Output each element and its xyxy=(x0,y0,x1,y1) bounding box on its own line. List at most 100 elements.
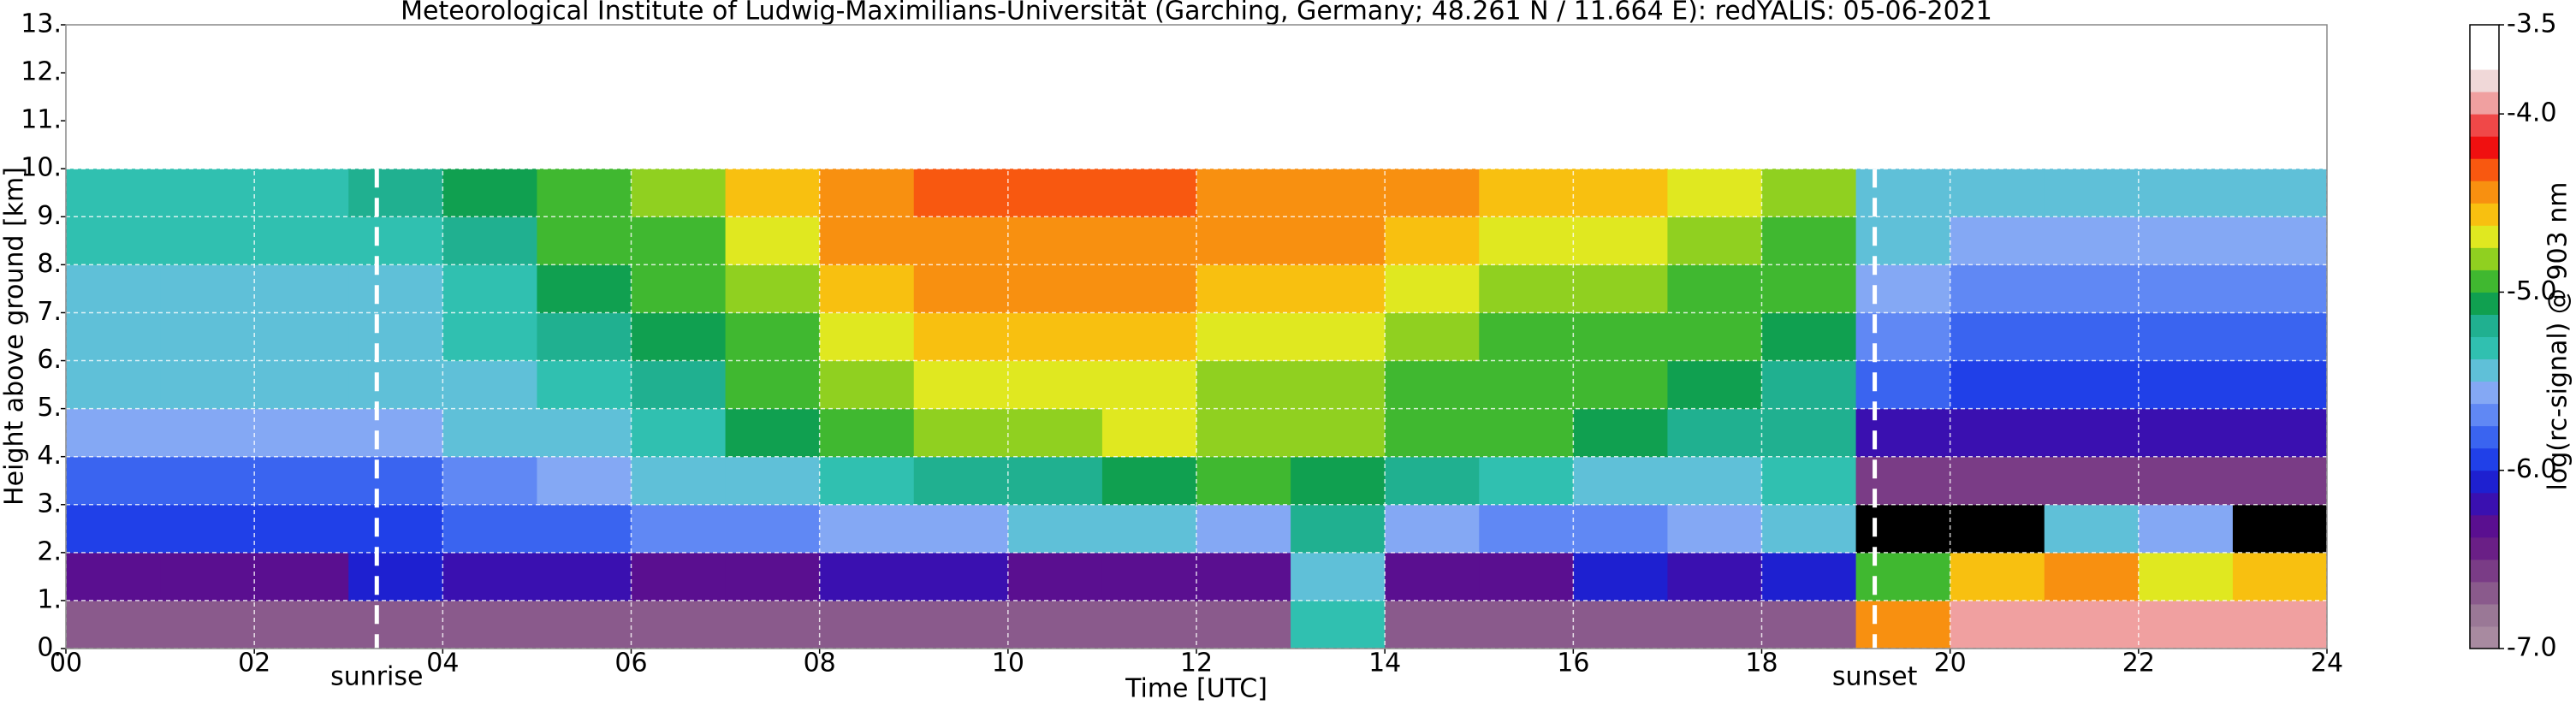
heatmap-cell xyxy=(1667,552,1762,601)
heatmap-cell xyxy=(725,408,821,458)
heatmap-cell xyxy=(1196,264,1291,313)
heatmap-cell xyxy=(1761,312,1857,362)
heatmap-cell xyxy=(1101,504,1197,554)
heatmap-cell xyxy=(1855,216,1951,265)
x-axis-label: Time [UTC] xyxy=(1125,674,1267,704)
heatmap-cell xyxy=(819,504,915,554)
heatmap-cell xyxy=(160,169,255,217)
heatmap-cell xyxy=(1855,408,1951,458)
colorbar-segment xyxy=(2470,47,2499,70)
heatmap-cell xyxy=(254,456,349,506)
heatmap-cell xyxy=(819,264,915,313)
heatmap-cell xyxy=(1007,504,1103,554)
heatmap-cell xyxy=(254,312,349,362)
heatmap-cell xyxy=(1479,552,1574,601)
heatmap-cell xyxy=(1101,264,1197,313)
heatmap-cell xyxy=(913,504,1009,554)
y-tick-label: 1. xyxy=(37,584,62,614)
heatmap-cell xyxy=(537,408,632,458)
heatmap-cell xyxy=(1291,552,1386,601)
heatmap-cell xyxy=(2044,169,2140,217)
colorbar-segment xyxy=(2470,559,2499,583)
heatmap-cell xyxy=(2232,456,2328,506)
y-tick-label: 9. xyxy=(37,201,62,231)
heatmap-cell xyxy=(537,456,632,506)
heatmap-cell xyxy=(160,552,255,601)
heatmap-cell xyxy=(1761,264,1857,313)
heatmap-cell xyxy=(442,360,537,410)
heatmap-cell xyxy=(160,312,255,362)
heatmap-cell xyxy=(913,456,1009,506)
heatmap-cell xyxy=(913,552,1009,601)
heatmap-cell xyxy=(1950,216,2045,265)
heatmap-cell xyxy=(66,408,161,458)
chart-title: Meteorological Institute of Ludwig-Maxim… xyxy=(401,0,1992,27)
heatmap-cell xyxy=(2044,360,2140,410)
heatmap-cell xyxy=(2044,600,2140,649)
heatmap-cell xyxy=(1573,169,1668,217)
heatmap-cell xyxy=(442,169,537,217)
heatmap-cell xyxy=(1667,456,1762,506)
heatmap-cell xyxy=(537,360,632,410)
heatmap-cell xyxy=(348,169,443,217)
heatmap-cell xyxy=(2232,264,2328,313)
y-tick-label: 7. xyxy=(37,297,62,327)
heatmap-cell xyxy=(2232,360,2328,410)
heatmap-cell xyxy=(819,169,915,217)
colorbar-tick-label: -6.0 xyxy=(2507,454,2557,484)
heatmap-cell xyxy=(66,264,161,313)
heatmap-cell xyxy=(2138,552,2234,601)
heatmap-cell xyxy=(537,504,632,554)
heatmap-cell xyxy=(725,216,821,265)
heatmap-cell xyxy=(66,456,161,506)
heatmap-cell xyxy=(160,456,255,506)
heatmap-cell xyxy=(160,600,255,649)
heatmap-cell xyxy=(537,216,632,265)
heatmap-cell xyxy=(1007,264,1103,313)
heatmap-cell xyxy=(1855,456,1951,506)
colorbar-segment xyxy=(2470,425,2499,449)
heatmap-cell xyxy=(1385,504,1480,554)
heatmap-cell xyxy=(66,312,161,362)
heatmap-cell xyxy=(1007,360,1103,410)
heatmap-cell xyxy=(631,600,727,649)
heatmap-cell xyxy=(348,552,443,601)
heatmap-cell xyxy=(819,216,915,265)
heatmap-cell xyxy=(1479,216,1574,265)
heatmap-cell xyxy=(348,600,443,649)
heatmap-cell xyxy=(913,600,1009,649)
heatmap-cell xyxy=(66,552,161,601)
heatmap-cell xyxy=(537,552,632,601)
y-tick-label: 4. xyxy=(37,441,62,471)
heatmap-cell xyxy=(2232,552,2328,601)
y-tick-label: 10. xyxy=(21,153,62,183)
heatmap-cell xyxy=(2044,312,2140,362)
heatmap-cell xyxy=(631,360,727,410)
heatmap-cell xyxy=(1950,552,2045,601)
heatmap-cell xyxy=(1385,169,1480,217)
heatmap-cell xyxy=(1385,552,1480,601)
heatmap-cell xyxy=(348,216,443,265)
heatmap-cell xyxy=(66,169,161,217)
heatmap-cell xyxy=(442,600,537,649)
heatmap-cell xyxy=(1573,216,1668,265)
heatmap-cell xyxy=(2044,408,2140,458)
heatmap-cell xyxy=(442,504,537,554)
colorbar-segment xyxy=(2470,447,2499,471)
heatmap-cell xyxy=(2044,552,2140,601)
heatmap-cell xyxy=(1479,360,1574,410)
colorbar-segment xyxy=(2470,336,2499,360)
y-tick-label: 8. xyxy=(37,249,62,279)
heatmap-cell xyxy=(1291,264,1386,313)
plot-frame xyxy=(65,24,2328,649)
heatmap-cell xyxy=(442,456,537,506)
heatmap-cell xyxy=(1479,264,1574,313)
heatmap-cell xyxy=(2232,312,2328,362)
heatmap-cell xyxy=(348,408,443,458)
heatmap-cell xyxy=(631,312,727,362)
colorbar-segment xyxy=(2470,358,2499,382)
colorbar-segment xyxy=(2470,603,2499,627)
heatmap-cell xyxy=(254,600,349,649)
heatmap-cell xyxy=(254,216,349,265)
